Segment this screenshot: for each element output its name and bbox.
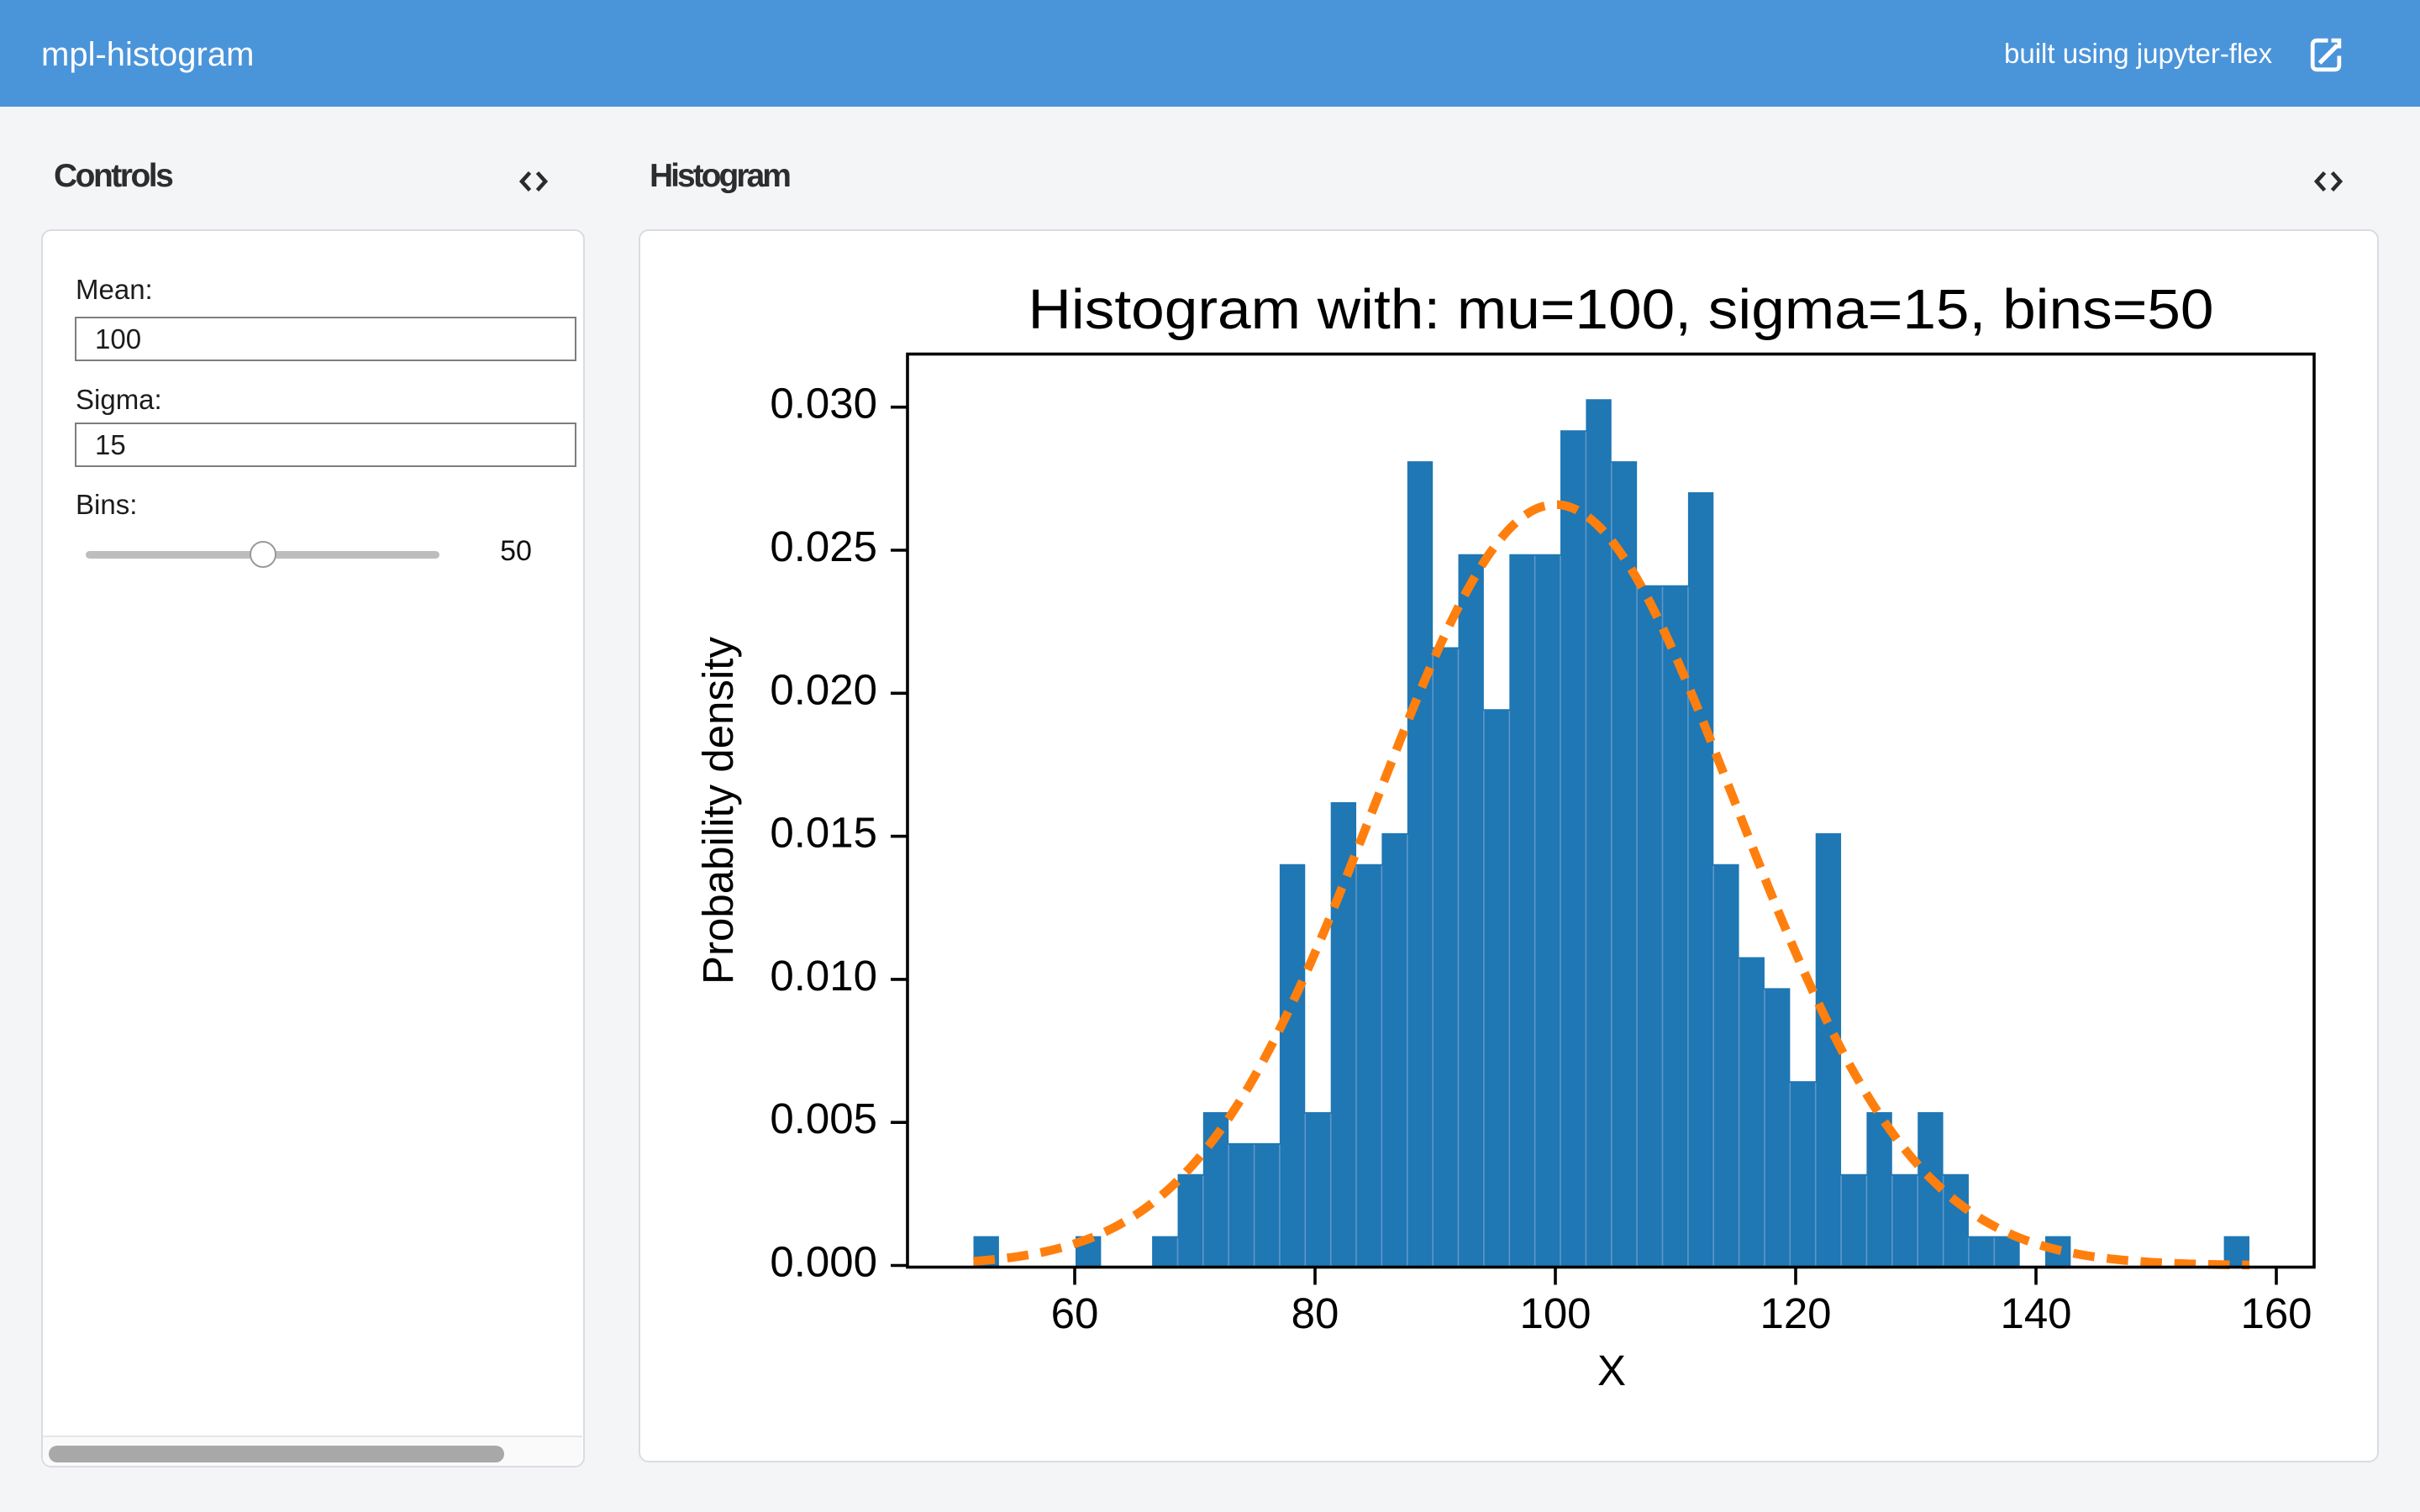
svg-text:0.020: 0.020: [770, 665, 877, 713]
svg-text:100: 100: [1519, 1289, 1591, 1337]
svg-text:0.000: 0.000: [770, 1238, 877, 1286]
svg-text:0.025: 0.025: [770, 522, 877, 570]
svg-text:0.010: 0.010: [770, 952, 877, 1000]
svg-text:60: 60: [1051, 1289, 1099, 1337]
svg-text:Histogram with: mu=100, sigma=: Histogram with: mu=100, sigma=15, bins=5…: [1028, 278, 2214, 341]
svg-text:140: 140: [2000, 1289, 2071, 1337]
svg-text:80: 80: [1292, 1289, 1339, 1337]
svg-text:0.030: 0.030: [770, 380, 877, 428]
svg-text:0.005: 0.005: [770, 1095, 877, 1142]
svg-text:160: 160: [2240, 1289, 2312, 1337]
svg-text:X: X: [1597, 1347, 1626, 1394]
svg-text:120: 120: [1760, 1289, 1831, 1337]
svg-text:Probability density: Probability density: [694, 637, 742, 984]
svg-text:0.015: 0.015: [770, 809, 877, 857]
